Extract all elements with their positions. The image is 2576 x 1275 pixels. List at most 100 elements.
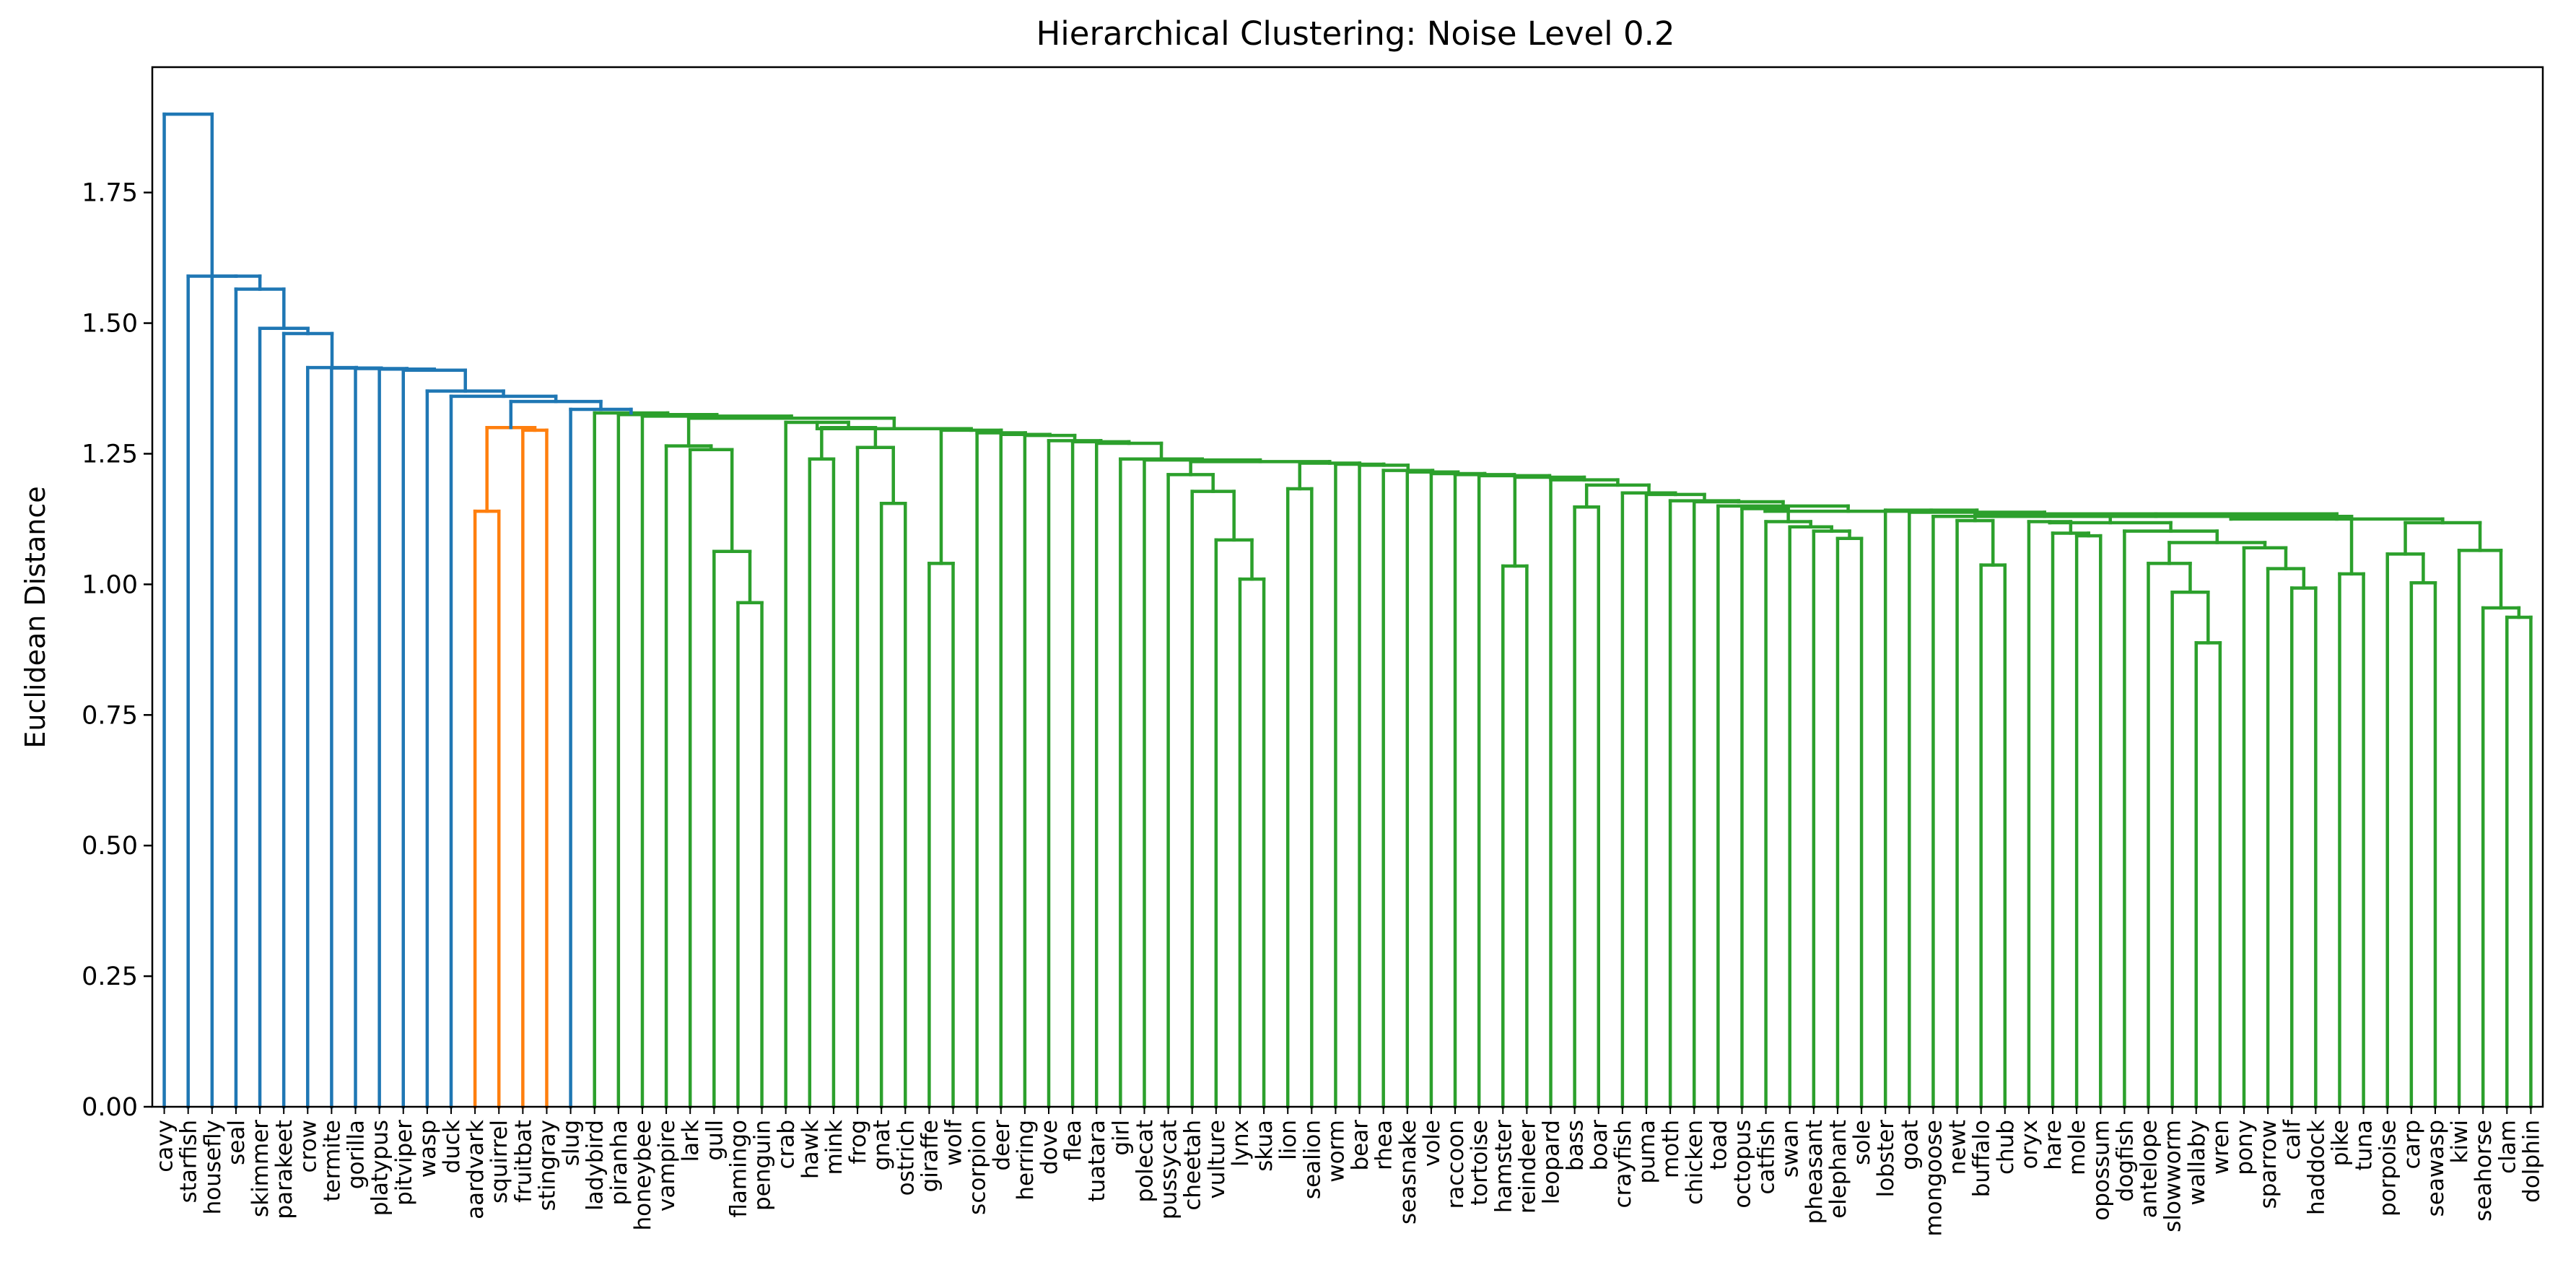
leaf-label-platypus: platypus	[367, 1120, 393, 1216]
leaf-label-giraffe: giraffe	[917, 1120, 943, 1192]
leaf-label-ostrich: ostrich	[893, 1120, 919, 1196]
leaf-label-toad: toad	[1706, 1120, 1732, 1170]
leaf-label-housefly: housefly	[200, 1120, 226, 1214]
leaf-label-mongoose: mongoose	[1921, 1120, 1947, 1237]
leaf-label-wallaby: wallaby	[2184, 1120, 2210, 1206]
leaf-label-vampire: vampire	[654, 1120, 680, 1211]
leaf-label-herring: herring	[1013, 1120, 1039, 1201]
leaf-label-hawk: hawk	[798, 1120, 824, 1179]
leaf-label-parakeet: parakeet	[271, 1120, 297, 1219]
leaf-label-girl: girl	[1108, 1120, 1134, 1156]
leaf-label-chicken: chicken	[1682, 1120, 1708, 1205]
leaf-label-leopard: leopard	[1539, 1120, 1565, 1204]
leaf-label-vulture: vulture	[1204, 1120, 1230, 1199]
leaf-label-flea: flea	[1060, 1120, 1086, 1162]
leaf-label-penguin: penguin	[750, 1120, 776, 1211]
leaf-label-wasp: wasp	[415, 1120, 441, 1178]
leaf-label-honeybee: honeybee	[630, 1120, 656, 1231]
leaf-label-crab: crab	[774, 1120, 800, 1169]
leaf-label-catfish: catfish	[1754, 1120, 1780, 1195]
leaf-label-pitviper: pitviper	[391, 1120, 417, 1206]
leaf-label-gorilla: gorilla	[344, 1120, 370, 1189]
leaf-label-lark: lark	[678, 1120, 704, 1162]
leaf-label-reindeer: reindeer	[1514, 1120, 1540, 1214]
leaf-label-scorpion: scorpion	[965, 1120, 991, 1215]
leaf-label-lobster: lobster	[1873, 1120, 1899, 1198]
leaf-label-moth: moth	[1658, 1120, 1684, 1178]
leaf-label-calf: calf	[2279, 1119, 2305, 1160]
leaf-label-pony: pony	[2232, 1120, 2258, 1175]
y-axis-ticks: 0.00 0.25 0.50 0.75 1.00 1.25 1.50 1.75	[82, 179, 152, 1122]
leaf-label-sparrow: sparrow	[2256, 1120, 2282, 1209]
leaf-label-stingray: stingray	[534, 1120, 560, 1211]
leaf-label-seasnake: seasnake	[1395, 1120, 1421, 1224]
y-tick-label: 0.50	[82, 832, 138, 861]
leaf-label-tuatara: tuatara	[1084, 1120, 1110, 1202]
leaf-label-rhea: rhea	[1371, 1120, 1397, 1170]
leaf-label-hare: hare	[2040, 1120, 2066, 1170]
leaf-label-mink: mink	[821, 1120, 847, 1175]
leaf-label-deer: deer	[989, 1120, 1015, 1171]
chart-title: Hierarchical Clustering: Noise Level 0.2	[1036, 14, 1675, 53]
leaf-label-starfish: starfish	[176, 1120, 202, 1203]
leaf-label-porpoise: porpoise	[2375, 1120, 2401, 1217]
leaf-label-aardvark: aardvark	[463, 1120, 489, 1219]
leaf-label-polecat: polecat	[1132, 1120, 1158, 1203]
x-axis-leaf-labels: cavystarfishhouseflysealskimmerparakeetc…	[152, 1107, 2544, 1237]
leaf-label-worm: worm	[1323, 1120, 1349, 1183]
leaf-label-dogfish: dogfish	[2112, 1120, 2138, 1202]
leaf-label-carp: carp	[2399, 1120, 2425, 1169]
y-tick-label: 1.00	[82, 570, 138, 599]
leaf-label-clam: clam	[2494, 1120, 2520, 1174]
leaf-label-crow: crow	[295, 1120, 321, 1172]
leaf-label-skimmer: skimmer	[248, 1120, 274, 1217]
y-axis-label: Euclidean Distance	[19, 486, 51, 748]
leaf-label-bear: bear	[1348, 1120, 1374, 1171]
leaf-label-swan: swan	[1778, 1120, 1804, 1178]
leaf-label-antelope: antelope	[2136, 1120, 2162, 1218]
leaf-label-hamster: hamster	[1490, 1120, 1516, 1213]
leaf-label-fruitbat: fruitbat	[510, 1120, 536, 1203]
leaf-label-gnat: gnat	[869, 1120, 895, 1170]
leaf-label-cavy: cavy	[152, 1120, 178, 1172]
leaf-label-lynx: lynx	[1228, 1120, 1254, 1167]
leaf-label-tortoise: tortoise	[1467, 1120, 1493, 1206]
y-tick-label: 1.50	[82, 310, 138, 339]
y-tick-label: 1.25	[82, 440, 138, 469]
y-tick-label: 0.75	[82, 701, 138, 730]
leaf-label-octopus: octopus	[1729, 1120, 1755, 1209]
leaf-label-flamingo: flamingo	[725, 1120, 751, 1218]
leaf-label-pussycat: pussycat	[1156, 1120, 1182, 1219]
leaf-label-sole: sole	[1849, 1120, 1875, 1165]
y-tick-label: 1.75	[82, 179, 138, 208]
leaf-label-chub: chub	[1993, 1120, 2019, 1175]
leaf-label-wren: wren	[2208, 1120, 2234, 1175]
leaf-label-puma: puma	[1634, 1120, 1660, 1184]
leaf-label-pheasant: pheasant	[1802, 1120, 1828, 1224]
leaf-label-squirrel: squirrel	[486, 1120, 512, 1204]
dendrogram-links	[162, 112, 2533, 1109]
leaf-label-frog: frog	[845, 1120, 871, 1165]
leaf-label-cheetah: cheetah	[1180, 1120, 1206, 1211]
leaf-label-oryx: oryx	[2017, 1120, 2043, 1169]
y-tick-label: 0.00	[82, 1093, 138, 1122]
leaf-label-crayfish: crayfish	[1610, 1120, 1636, 1208]
leaf-label-slowworm: slowworm	[2160, 1120, 2186, 1232]
leaf-label-dove: dove	[1036, 1120, 1062, 1175]
leaf-label-tuna: tuna	[2352, 1120, 2378, 1170]
leaf-label-kiwi: kiwi	[2447, 1120, 2473, 1164]
leaf-label-slug: slug	[559, 1120, 585, 1166]
leaf-label-seal: seal	[224, 1120, 250, 1165]
leaf-label-goat: goat	[1897, 1120, 1923, 1170]
leaf-label-pike: pike	[2327, 1120, 2353, 1166]
plot-frame	[151, 66, 2544, 1108]
leaf-label-bass: bass	[1563, 1120, 1589, 1171]
leaf-label-buffalo: buffalo	[1969, 1120, 1995, 1197]
leaf-label-sealion: sealion	[1299, 1120, 1325, 1199]
leaf-label-boar: boar	[1586, 1120, 1612, 1171]
leaf-label-opossum: opossum	[2088, 1120, 2114, 1221]
y-tick-label: 0.25	[82, 962, 138, 991]
leaf-label-raccoon: raccoon	[1443, 1120, 1469, 1209]
leaf-label-skua: skua	[1252, 1120, 1278, 1172]
